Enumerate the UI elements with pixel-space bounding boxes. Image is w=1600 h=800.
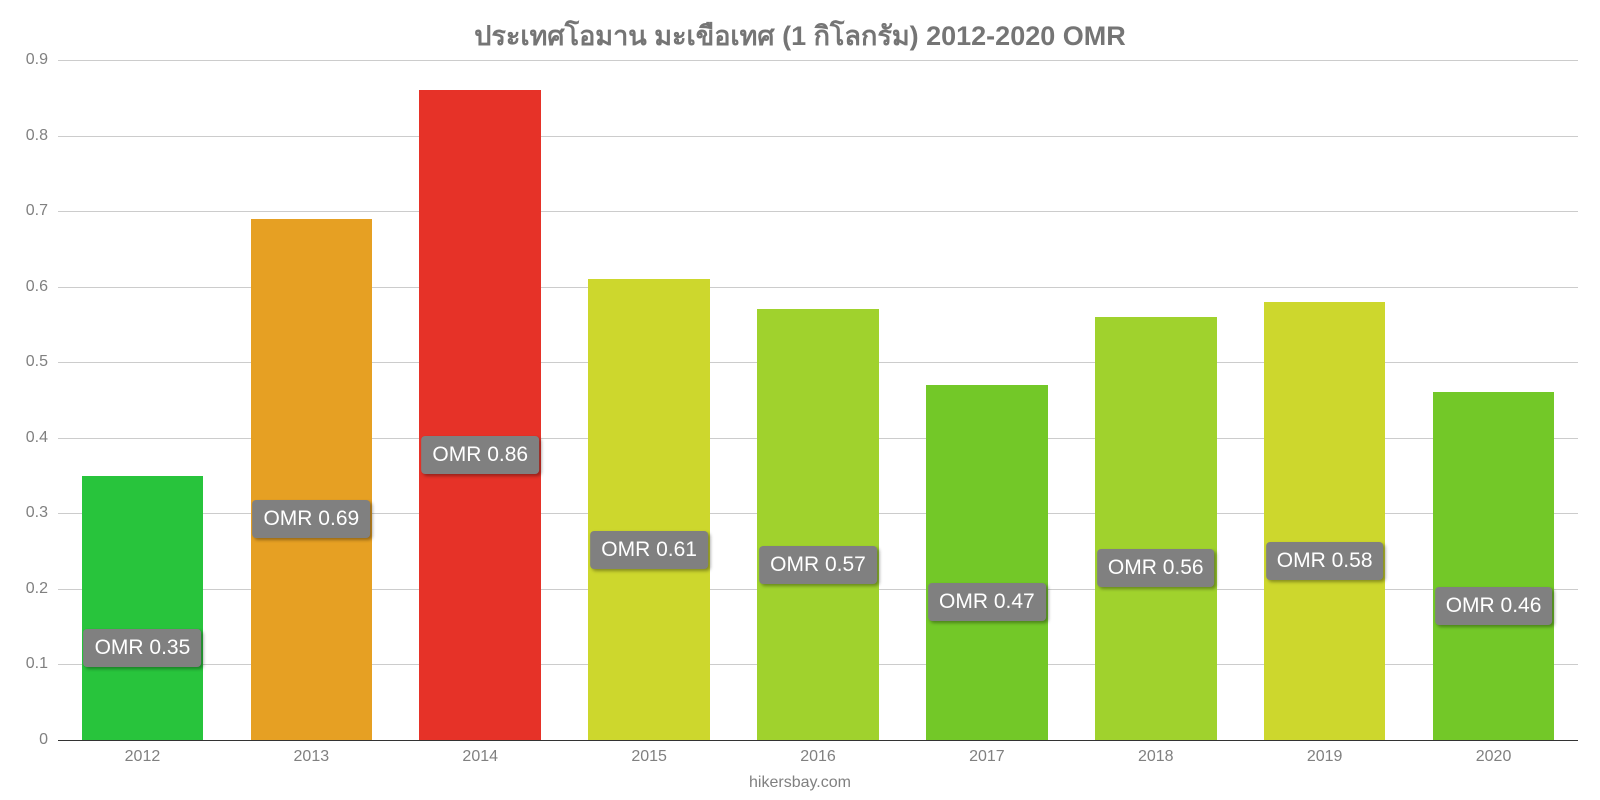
value-badge: OMR 0.47 — [928, 583, 1046, 621]
baseline — [58, 740, 1578, 741]
value-badge: OMR 0.86 — [421, 436, 539, 474]
y-tick-label: 0.2 — [26, 580, 48, 598]
value-badge: OMR 0.69 — [252, 500, 370, 538]
chart-title: ประเทศโอมาน มะเขือเทศ (1 กิโลกรัม) 2012-… — [0, 14, 1600, 57]
plot-area: OMR 0.35 OMR 0.69 OMR 0.86 OMR 0.61 OMR 0.57… — [58, 60, 1578, 740]
grid-line — [58, 60, 1578, 61]
value-badge: OMR 0.58 — [1266, 542, 1384, 580]
x-tick-label: 2014 — [462, 748, 498, 766]
bar — [757, 309, 879, 740]
x-tick-label: 2018 — [1138, 748, 1174, 766]
y-tick-label: 0.1 — [26, 655, 48, 673]
y-tick-label: 0.4 — [26, 429, 48, 447]
grid-line — [58, 211, 1578, 212]
bar — [1433, 392, 1555, 740]
y-tick-label: 0.7 — [26, 202, 48, 220]
bar — [251, 219, 373, 740]
value-badge: OMR 0.57 — [759, 546, 877, 584]
x-tick-label: 2013 — [294, 748, 330, 766]
value-badge: OMR 0.61 — [590, 531, 708, 569]
x-tick-label: 2015 — [631, 748, 667, 766]
x-tick-label: 2012 — [125, 748, 161, 766]
y-tick-label: 0.3 — [26, 504, 48, 522]
y-tick-label: 0.8 — [26, 127, 48, 145]
grid-line — [58, 136, 1578, 137]
value-badge: OMR 0.46 — [1435, 587, 1553, 625]
value-badge: OMR 0.35 — [84, 629, 202, 667]
bar — [926, 385, 1048, 740]
bar — [1264, 302, 1386, 740]
credit-label: hikersbay.com — [0, 774, 1600, 792]
bar — [588, 279, 710, 740]
y-tick-label: 0 — [39, 731, 48, 749]
bar — [419, 90, 541, 740]
y-tick-label: 0.6 — [26, 278, 48, 296]
x-tick-label: 2019 — [1307, 748, 1343, 766]
x-tick-label: 2017 — [969, 748, 1005, 766]
y-tick-label: 0.9 — [26, 51, 48, 69]
bar — [1095, 317, 1217, 740]
bar — [82, 476, 204, 740]
x-tick-label: 2016 — [800, 748, 836, 766]
chart-container: ประเทศโอมาน มะเขือเทศ (1 กิโลกรัม) 2012-… — [0, 0, 1600, 800]
value-badge: OMR 0.56 — [1097, 549, 1215, 587]
y-tick-label: 0.5 — [26, 353, 48, 371]
x-tick-label: 2020 — [1476, 748, 1512, 766]
